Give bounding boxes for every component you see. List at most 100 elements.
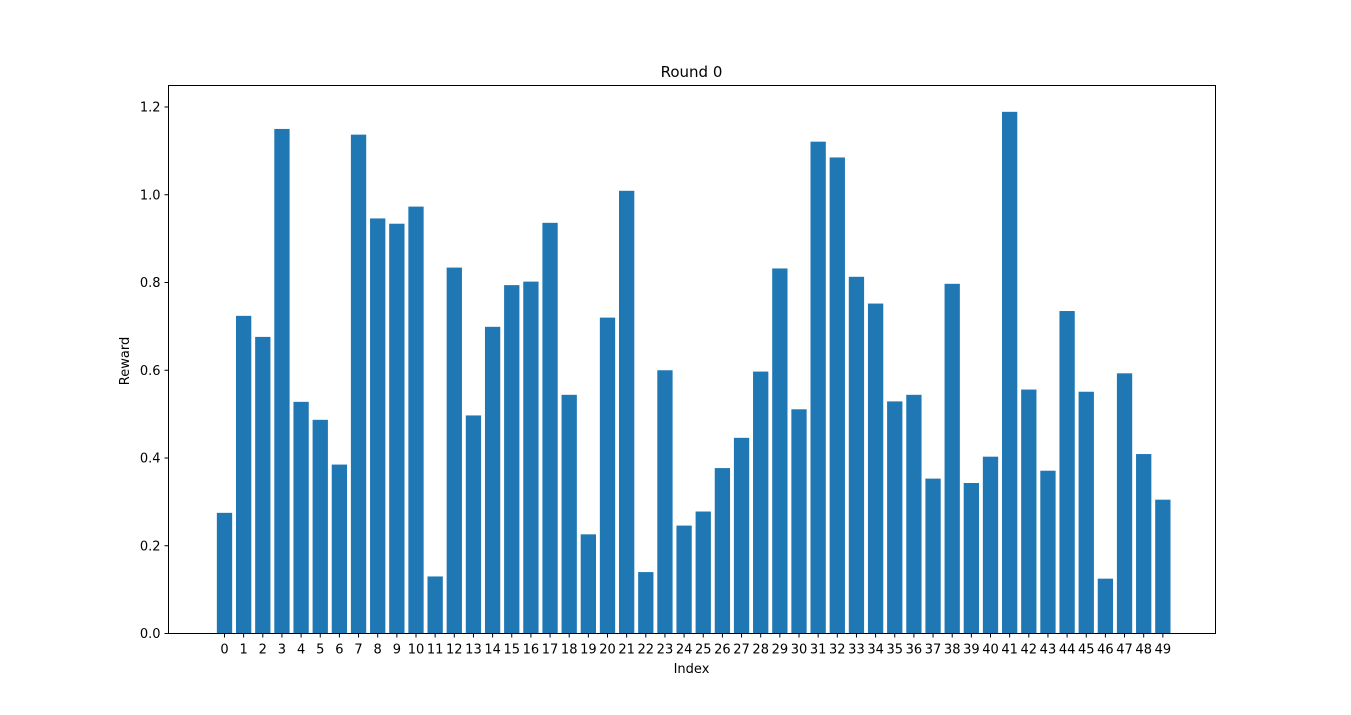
bar-39 xyxy=(963,483,979,634)
x-tick-label: 10 xyxy=(408,643,425,658)
y-tick-label: 0.6 xyxy=(140,364,161,379)
bar-21 xyxy=(619,190,635,634)
bar-35 xyxy=(887,401,903,634)
bar-19 xyxy=(580,534,596,634)
x-tick-label: 45 xyxy=(1078,643,1095,658)
x-tick-label: 30 xyxy=(791,643,808,658)
y-axis-label: Reward xyxy=(118,337,133,385)
bar-28 xyxy=(753,371,769,634)
x-tick-label: 39 xyxy=(963,643,980,658)
x-tick-label: 27 xyxy=(733,643,750,658)
x-tick-label: 16 xyxy=(523,643,540,658)
x-tick-label: 1 xyxy=(240,643,248,658)
bar-12 xyxy=(446,267,462,634)
bar-8 xyxy=(370,218,386,634)
x-tick-label: 31 xyxy=(810,643,827,658)
bar-36 xyxy=(906,394,922,634)
bar-0 xyxy=(216,512,233,634)
y-tick-label: 0.8 xyxy=(140,276,161,291)
bar-34 xyxy=(867,303,884,634)
plot-area-frame xyxy=(168,85,1216,634)
bar-series xyxy=(216,111,1171,634)
x-tick-label: 18 xyxy=(561,643,578,658)
y-axis: 0.0 0.2 0.4 0.6 0.8 1.0 1.2 xyxy=(140,101,169,642)
x-tick-label: 9 xyxy=(393,643,401,658)
bar-27 xyxy=(733,437,750,634)
y-tick-label: 1.2 xyxy=(140,101,161,116)
y-tick-label: 1.0 xyxy=(140,188,161,203)
x-tick-label: 44 xyxy=(1059,643,1076,658)
bar-41 xyxy=(1002,111,1018,634)
bar-46 xyxy=(1097,578,1114,634)
x-tick-label: 8 xyxy=(374,643,382,658)
bar-14 xyxy=(484,326,501,634)
x-tick-label: 46 xyxy=(1097,643,1114,658)
y-tick-label: 0.2 xyxy=(140,539,161,554)
bar-42 xyxy=(1021,389,1037,634)
x-tick-label: 24 xyxy=(676,643,693,658)
bar-1 xyxy=(236,315,252,634)
x-tick-label: 3 xyxy=(278,643,286,658)
bar-49 xyxy=(1155,499,1171,634)
x-tick-label: 15 xyxy=(503,643,520,658)
x-tick-label: 5 xyxy=(316,643,324,658)
x-tick-label: 48 xyxy=(1135,643,1152,658)
bar-33 xyxy=(848,276,865,634)
bar-37 xyxy=(925,478,941,634)
y-tick-label: 0.0 xyxy=(140,627,161,642)
x-tick-label: 41 xyxy=(1001,643,1018,658)
x-tick-label: 34 xyxy=(867,643,884,658)
x-tick-label: 11 xyxy=(427,643,444,658)
x-tick-label: 28 xyxy=(752,643,769,658)
x-tick-label: 14 xyxy=(484,643,501,658)
x-tick-label: 17 xyxy=(542,643,559,658)
x-tick-label: 49 xyxy=(1155,643,1172,658)
bar-7 xyxy=(350,134,367,634)
bar-4 xyxy=(293,401,309,634)
x-tick-label: 47 xyxy=(1116,643,1133,658)
bar-23 xyxy=(657,370,673,634)
x-tick-label: 35 xyxy=(886,643,903,658)
bar-29 xyxy=(772,268,788,634)
x-tick-label: 13 xyxy=(465,643,482,658)
bar-47 xyxy=(1116,373,1133,634)
bar-13 xyxy=(465,415,482,634)
x-tick-label: 20 xyxy=(599,643,616,658)
x-tick-label: 23 xyxy=(657,643,674,658)
x-axis-label: Index xyxy=(674,662,710,677)
x-tick-label: 43 xyxy=(1040,643,1057,658)
x-tick-label: 32 xyxy=(829,643,846,658)
bar-15 xyxy=(504,285,520,634)
bar-30 xyxy=(791,409,807,634)
x-tick-label: 37 xyxy=(925,643,942,658)
x-tick-label: 36 xyxy=(906,643,923,658)
x-tick-label: 26 xyxy=(714,643,731,658)
x-tick-label: 21 xyxy=(618,643,635,658)
x-tick-label: 19 xyxy=(580,643,597,658)
bar-22 xyxy=(638,572,654,634)
bar-48 xyxy=(1136,454,1152,634)
bar-43 xyxy=(1040,470,1056,634)
bar-2 xyxy=(255,336,271,634)
bar-40 xyxy=(982,456,999,634)
x-tick-label: 7 xyxy=(354,643,362,658)
bar-9 xyxy=(389,223,405,634)
x-tick-label: 38 xyxy=(944,643,961,658)
x-tick-label: 4 xyxy=(297,643,305,658)
bar-24 xyxy=(676,525,692,634)
x-tick-label: 29 xyxy=(772,643,789,658)
bar-45 xyxy=(1078,391,1094,634)
bar-5 xyxy=(312,419,328,634)
bar-26 xyxy=(714,468,731,634)
x-tick-label: 25 xyxy=(695,643,712,658)
x-tick-label: 42 xyxy=(1021,643,1038,658)
x-tick-label: 12 xyxy=(446,643,463,658)
bar-3 xyxy=(274,128,290,634)
x-tick-label: 2 xyxy=(259,643,267,658)
x-tick-label: 40 xyxy=(982,643,999,658)
bar-17 xyxy=(542,222,558,634)
bar-6 xyxy=(331,464,348,634)
x-tick-label: 0 xyxy=(220,643,228,658)
x-tick-label: 22 xyxy=(638,643,655,658)
